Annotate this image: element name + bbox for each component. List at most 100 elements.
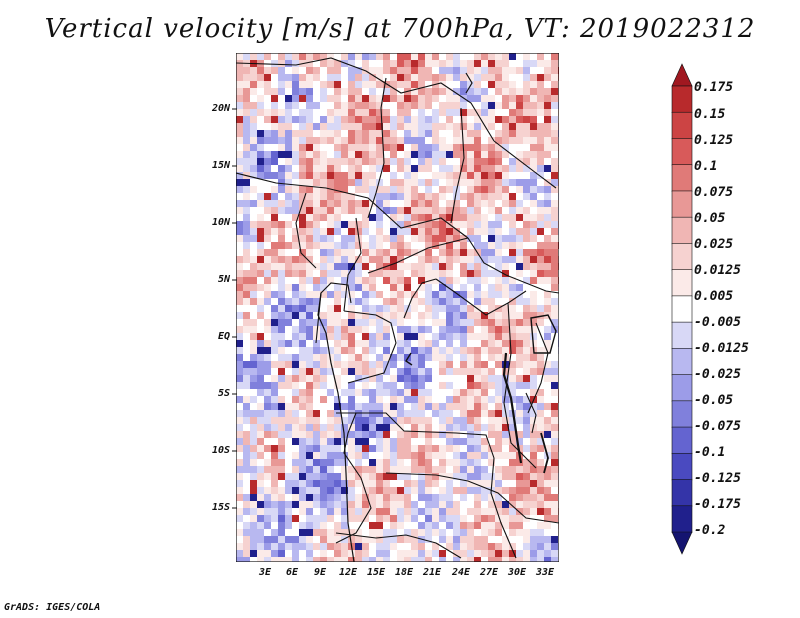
velocity-cell (544, 529, 551, 536)
velocity-cell (320, 123, 327, 130)
velocity-cell (418, 74, 425, 81)
velocity-cell (278, 179, 285, 186)
velocity-cell (257, 361, 264, 368)
velocity-cell (397, 445, 404, 452)
velocity-cell (509, 249, 516, 256)
velocity-cell (355, 123, 362, 130)
velocity-cell (306, 396, 313, 403)
lon-tick-24e: 24E (451, 567, 471, 578)
velocity-cell (439, 389, 446, 396)
velocity-cell (348, 207, 355, 214)
velocity-cell (236, 130, 243, 137)
velocity-cell (453, 375, 460, 382)
velocity-cell (369, 298, 376, 305)
velocity-cell (509, 116, 516, 123)
velocity-cell (411, 536, 418, 543)
velocity-cell (516, 438, 523, 445)
velocity-cell (481, 228, 488, 235)
velocity-cell (257, 53, 264, 60)
colorbar-label-14: -0.1 (694, 445, 726, 460)
velocity-cell (544, 158, 551, 165)
velocity-cell (530, 389, 537, 396)
velocity-cell (334, 522, 341, 529)
velocity-cell (327, 389, 334, 396)
velocity-cell (285, 375, 292, 382)
velocity-cell (369, 459, 376, 466)
velocity-cell (481, 543, 488, 550)
velocity-cell (537, 123, 544, 130)
velocity-cell (425, 319, 432, 326)
velocity-cell (383, 151, 390, 158)
velocity-cell (271, 228, 278, 235)
velocity-cell (313, 256, 320, 263)
velocity-cell (236, 515, 243, 522)
velocity-cell (523, 445, 530, 452)
velocity-cell (383, 200, 390, 207)
velocity-cell (376, 459, 383, 466)
colorbar-segment (671, 348, 693, 376)
velocity-cell (348, 130, 355, 137)
velocity-cell (313, 445, 320, 452)
velocity-cell (544, 165, 551, 172)
velocity-cell (278, 298, 285, 305)
velocity-cell (488, 424, 495, 431)
velocity-cell (264, 67, 271, 74)
velocity-cell (383, 88, 390, 95)
velocity-cell (404, 102, 411, 109)
velocity-cell (432, 466, 439, 473)
velocity-cell (390, 130, 397, 137)
velocity-cell (271, 389, 278, 396)
velocity-cell (383, 333, 390, 340)
velocity-cell (397, 270, 404, 277)
velocity-cell (264, 361, 271, 368)
velocity-cell (397, 431, 404, 438)
velocity-cell (530, 88, 537, 95)
velocity-cell (425, 193, 432, 200)
velocity-cell (390, 67, 397, 74)
velocity-cell (299, 340, 306, 347)
velocity-cell (481, 417, 488, 424)
velocity-cell (369, 480, 376, 487)
velocity-cell (299, 186, 306, 193)
velocity-cell (481, 473, 488, 480)
vertical-velocity-field (235, 52, 560, 563)
velocity-cell (474, 459, 481, 466)
velocity-cell (292, 137, 299, 144)
velocity-cell (523, 284, 530, 291)
velocity-cell (537, 186, 544, 193)
velocity-cell (355, 137, 362, 144)
velocity-cell (502, 144, 509, 151)
velocity-cell (334, 256, 341, 263)
velocity-cell (551, 200, 558, 207)
velocity-cell (453, 214, 460, 221)
velocity-cell (348, 403, 355, 410)
velocity-cell (271, 424, 278, 431)
velocity-cell (376, 284, 383, 291)
velocity-cell (271, 172, 278, 179)
velocity-cell (299, 263, 306, 270)
velocity-cell (369, 193, 376, 200)
velocity-cell (481, 277, 488, 284)
velocity-cell (250, 445, 257, 452)
velocity-cell (355, 270, 362, 277)
velocity-cell (236, 214, 243, 221)
velocity-cell (278, 186, 285, 193)
velocity-cell (544, 494, 551, 501)
velocity-cell (264, 375, 271, 382)
velocity-cell (236, 487, 243, 494)
colorbar-segment (671, 164, 693, 192)
velocity-cell (453, 179, 460, 186)
velocity-cell (502, 53, 509, 60)
velocity-cell (264, 550, 271, 557)
map-title: Vertical velocity [m/s] at 700hPa, VT: 2… (44, 14, 756, 44)
velocity-cell (313, 207, 320, 214)
velocity-cell (502, 403, 509, 410)
velocity-cell (467, 473, 474, 480)
velocity-cell (299, 536, 306, 543)
velocity-cell (425, 116, 432, 123)
velocity-cell (530, 515, 537, 522)
lon-tick-18e: 18E (394, 567, 414, 578)
velocity-cell (362, 277, 369, 284)
velocity-cell (551, 382, 558, 389)
velocity-cell (551, 270, 558, 277)
